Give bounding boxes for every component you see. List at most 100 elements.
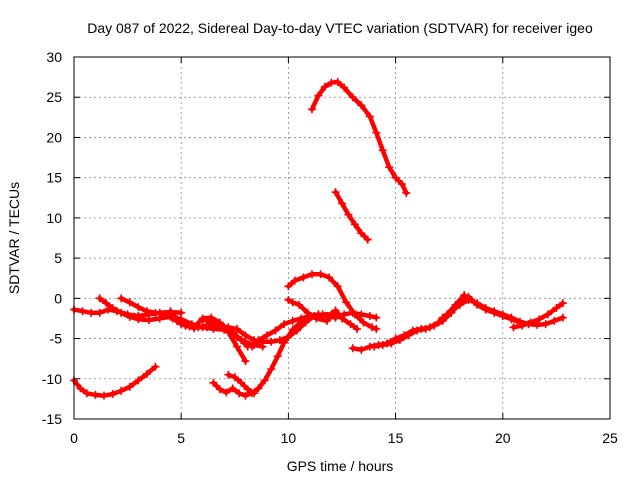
- data-point: [241, 391, 250, 400]
- data-point: [391, 173, 400, 182]
- data-point: [509, 323, 518, 332]
- data-point: [145, 316, 154, 325]
- x-tick-label: 15: [388, 430, 404, 446]
- data-point: [250, 389, 259, 398]
- data-point: [350, 220, 359, 229]
- data-point: [314, 91, 323, 100]
- data-point: [413, 326, 422, 335]
- data-point: [241, 331, 250, 340]
- axis-ticks: 0 5 10 15 20 25 -15 -10 -5 0 5 10 15 20 25 30: [42, 49, 618, 446]
- series-arc-hump: [284, 270, 381, 333]
- data-point: [331, 313, 340, 322]
- y-tick-label: -10: [42, 371, 62, 387]
- data-point: [338, 314, 346, 323]
- data-point: [421, 324, 430, 333]
- data-point: [307, 270, 316, 279]
- data-point: [235, 389, 244, 398]
- x-tick-label: 25: [602, 430, 618, 446]
- data-point: [254, 384, 263, 393]
- data-point: [342, 298, 351, 307]
- data-point: [117, 294, 126, 303]
- data-point: [297, 314, 306, 323]
- series-arc-mid-c: [224, 370, 259, 398]
- data-point: [125, 312, 134, 321]
- data-point: [365, 312, 374, 321]
- data-point: [95, 308, 104, 317]
- data-point: [558, 299, 567, 308]
- data-point: [365, 112, 374, 121]
- data-point: [271, 326, 280, 335]
- data-point: [331, 306, 340, 315]
- series-band: [286, 297, 360, 332]
- data-point: [327, 78, 336, 87]
- data-point: [267, 365, 276, 374]
- data-point: [350, 310, 359, 319]
- data-point: [338, 199, 346, 208]
- data-point: [280, 338, 289, 347]
- data-point: [473, 299, 482, 308]
- y-axis-label: SDTVAR / TECUs: [6, 182, 22, 294]
- data-point: [232, 342, 241, 351]
- x-tick-label: 5: [177, 430, 185, 446]
- data-point: [273, 352, 282, 361]
- data-point: [331, 188, 340, 197]
- data-point: [151, 308, 160, 317]
- data-point: [215, 385, 224, 394]
- data-point: [237, 378, 246, 387]
- series-arc-dip: [284, 295, 362, 333]
- y-tick-label: -15: [42, 411, 62, 427]
- data-point: [117, 308, 126, 317]
- data-point: [254, 336, 263, 345]
- y-tick-label: 5: [54, 250, 62, 266]
- data-point: [348, 93, 357, 102]
- data-point: [507, 313, 516, 322]
- data-point: [344, 210, 353, 219]
- data-point: [142, 307, 151, 316]
- series-arc-high: [307, 77, 411, 197]
- data-point: [209, 378, 218, 387]
- data-point: [102, 299, 111, 308]
- data-point: [316, 270, 325, 279]
- data-point: [117, 386, 126, 395]
- data-point: [215, 321, 224, 330]
- data-point: [526, 318, 535, 327]
- data-point: [247, 342, 256, 351]
- data-point: [372, 324, 381, 333]
- data-point: [224, 370, 233, 379]
- data-point: [464, 295, 473, 304]
- data-point: [290, 276, 299, 285]
- data-point: [395, 336, 404, 345]
- data-point: [91, 390, 100, 399]
- data-point: [550, 316, 559, 325]
- data-point: [207, 318, 216, 327]
- data-point: [288, 316, 297, 325]
- data-point: [535, 315, 544, 324]
- plot-frame: [73, 56, 611, 420]
- data-point: [95, 294, 104, 303]
- data-point: [363, 235, 372, 244]
- data-point: [552, 303, 561, 312]
- data-point: [108, 303, 117, 312]
- data-point: [262, 331, 271, 340]
- series-arc-right-c: [438, 295, 567, 329]
- data-point: [398, 180, 407, 189]
- data-point: [372, 313, 381, 322]
- x-tick-label: 20: [495, 430, 511, 446]
- data-point: [543, 310, 552, 319]
- data-point: [372, 128, 381, 137]
- data-point: [232, 332, 241, 341]
- data-point: [430, 321, 439, 330]
- data-point: [125, 382, 134, 391]
- data-point: [438, 313, 447, 322]
- data-point: [232, 324, 241, 333]
- data-point: [172, 316, 181, 325]
- data-point: [299, 273, 308, 282]
- series-arc-right-d: [509, 299, 567, 332]
- data-point: [284, 282, 293, 291]
- data-point: [275, 336, 284, 345]
- data-point: [370, 342, 379, 351]
- data-point: [558, 313, 567, 322]
- data-point: [181, 321, 190, 330]
- series-arc-right-b: [370, 292, 533, 351]
- data-point: [368, 323, 377, 332]
